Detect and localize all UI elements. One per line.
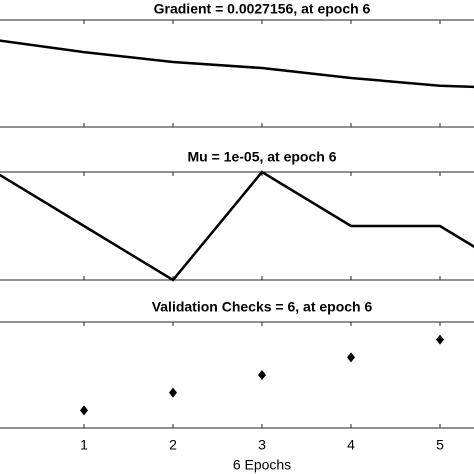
x-tick-label: 5 [436,437,444,453]
data-line [0,170,474,282]
data-point [169,387,177,398]
axes-box [0,321,474,429]
data-point [80,405,88,416]
x-tick-label: 2 [169,437,177,453]
panel-title: Gradient = 0.0027156, at epoch 6 [154,1,371,17]
x-tick-label: 4 [347,437,355,453]
data-point [436,334,444,345]
x-tick-label: 1 [80,437,88,453]
panel-title: Validation Checks = 6, at epoch 6 [152,299,373,315]
panel-title: Mu = 1e-05, at epoch 6 [188,149,337,165]
axes-box [0,19,474,128]
x-tick-label: 3 [258,437,266,453]
data-point [258,370,266,380]
data-point [347,352,355,363]
data-line [0,39,474,89]
x-axis-label: 6 Epochs [233,457,291,473]
